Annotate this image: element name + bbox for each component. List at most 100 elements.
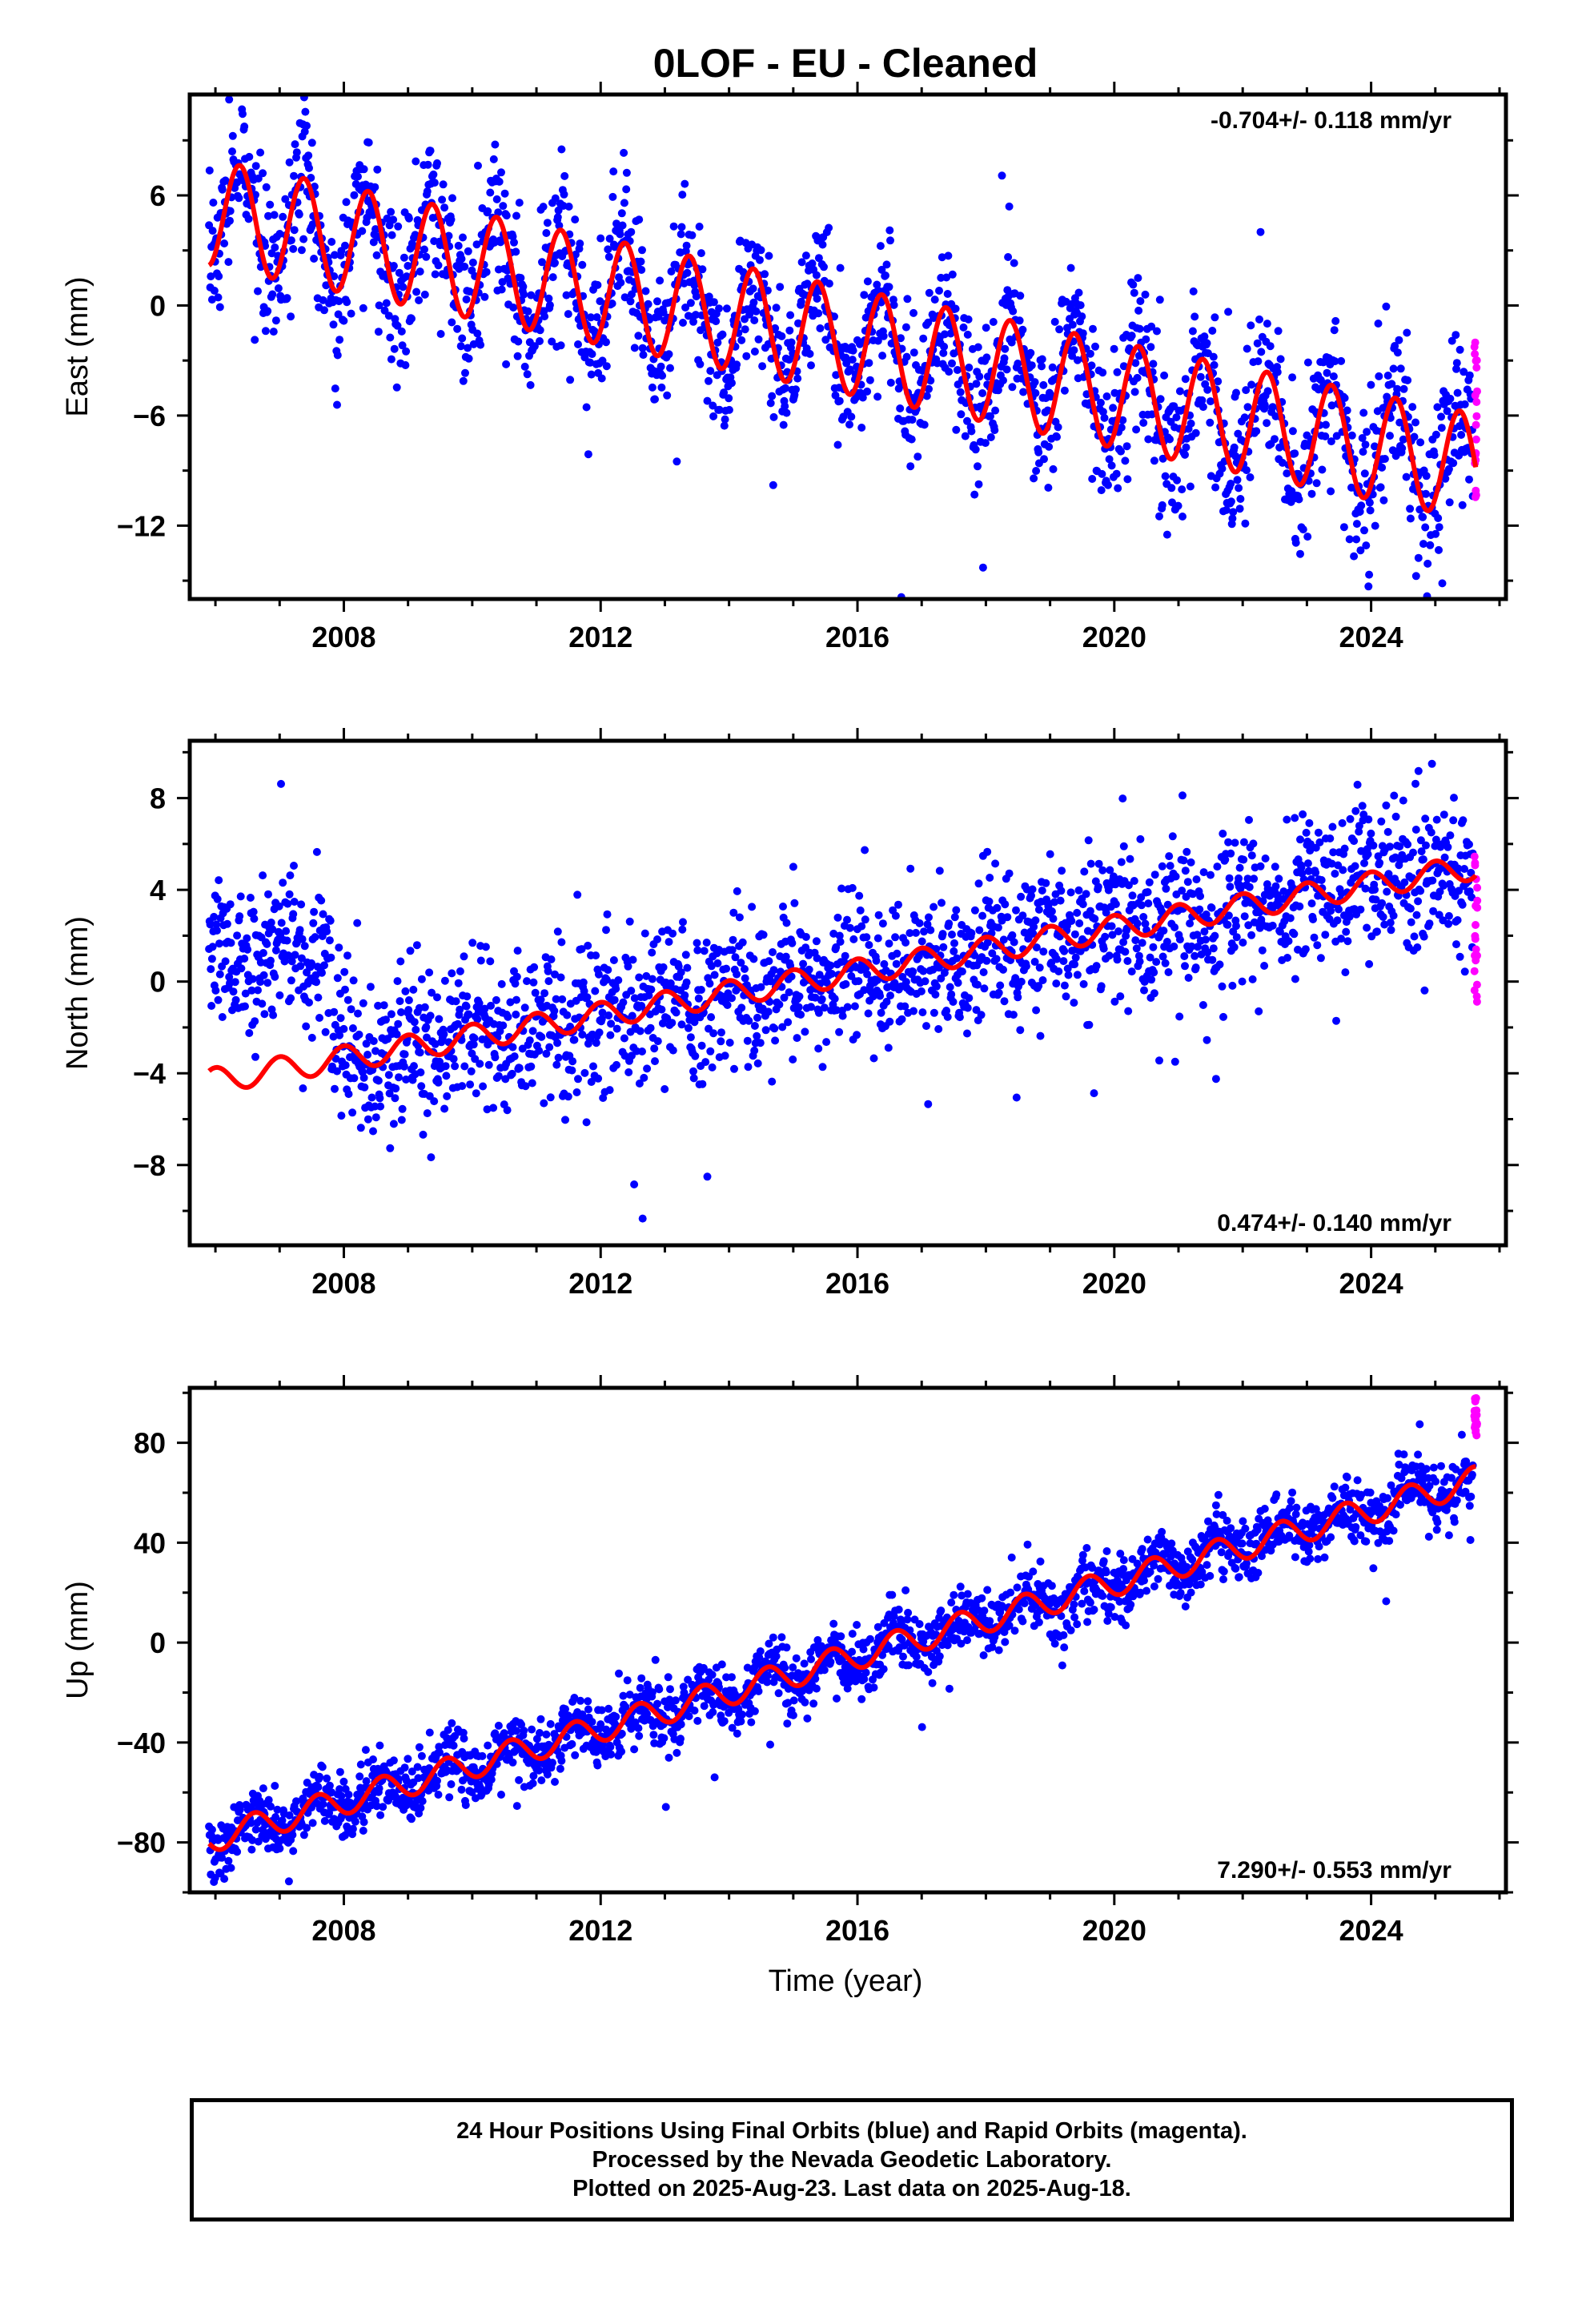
- north-data-point: [1284, 937, 1293, 946]
- north-data-point: [977, 1011, 986, 1019]
- up-data-point: [400, 1763, 409, 1772]
- up-data-point: [207, 1825, 216, 1834]
- east-data-point: [1100, 413, 1109, 422]
- north-data-point: [359, 1073, 368, 1082]
- north-data-point: [689, 1074, 698, 1083]
- up-data-point: [444, 1726, 452, 1735]
- north-data-point: [932, 982, 941, 991]
- north-data-point: [1247, 851, 1256, 860]
- east-data-point: [486, 188, 495, 197]
- north-data-point: [1193, 931, 1202, 939]
- north-data-point: [441, 1062, 450, 1071]
- north-data-point: [1356, 905, 1365, 914]
- north-data-point: [1422, 841, 1430, 850]
- north-data-point: [1060, 947, 1069, 955]
- east-data-point: [390, 344, 399, 353]
- north-data-point: [972, 1006, 981, 1015]
- north-data-point: [561, 1116, 569, 1124]
- north-data-point: [873, 934, 882, 943]
- north-data-point: [1137, 901, 1146, 910]
- up-data-point: [515, 1775, 524, 1784]
- up-data-point: [660, 1734, 669, 1743]
- north-data-point: [434, 1078, 443, 1087]
- east-data-point: [1147, 410, 1156, 419]
- east-x-tick-label: 2016: [825, 621, 889, 653]
- east-y-axis-label: East (mm): [61, 276, 94, 416]
- east-data-point: [1109, 404, 1118, 412]
- north-data-point: [1184, 974, 1193, 982]
- north-data-point: [1016, 1026, 1025, 1035]
- east-data-point: [1196, 372, 1205, 381]
- north-data-point: [1075, 919, 1084, 927]
- north-data-point: [211, 986, 220, 995]
- north-data-point: [681, 951, 690, 959]
- east-data-point: [1218, 464, 1227, 473]
- east-data-point: [666, 364, 674, 372]
- east-data-point: [512, 211, 520, 220]
- north-data-point: [682, 978, 691, 987]
- east-data-point: [557, 145, 566, 154]
- east-data-point: [982, 324, 990, 332]
- up-data-point: [543, 1770, 552, 1779]
- north-data-point: [1094, 883, 1102, 891]
- north-data-point: [638, 1214, 647, 1223]
- north-data-point: [1046, 850, 1054, 858]
- east-data-point: [881, 271, 889, 279]
- north-data-point: [757, 983, 765, 991]
- east-data-point: [831, 391, 840, 400]
- north-data-point: [1150, 870, 1159, 879]
- north-data-point: [1395, 842, 1404, 850]
- east-data-point: [964, 315, 973, 324]
- east-data-point: [948, 270, 957, 279]
- north-data-point: [1225, 874, 1234, 883]
- east-data-point: [771, 324, 780, 332]
- north-data-point: [1187, 942, 1196, 951]
- east-data-point: [712, 317, 721, 326]
- east-data-point: [564, 203, 573, 211]
- east-data-point: [208, 227, 217, 235]
- east-data-point: [1355, 507, 1364, 516]
- east-data-point: [560, 171, 569, 180]
- east-data-point: [339, 316, 348, 325]
- east-data-point: [1132, 425, 1141, 434]
- north-data-point: [1399, 796, 1407, 805]
- east-data-point: [1365, 570, 1374, 579]
- east-data-point: [974, 343, 982, 352]
- east-data-point: [1166, 435, 1174, 444]
- north-data-point: [974, 879, 983, 888]
- north-data-point: [829, 929, 838, 938]
- north-data-point: [1416, 836, 1425, 845]
- north-data-point: [1121, 947, 1130, 956]
- east-data-point: [1198, 396, 1207, 404]
- up-data-point: [570, 1694, 579, 1702]
- north-data-point: [497, 979, 506, 988]
- east-data-point: [1274, 327, 1283, 336]
- east-data-point: [814, 254, 823, 263]
- north-data-point: [864, 1009, 873, 1018]
- north-data-point: [382, 1015, 390, 1024]
- east-data-point: [989, 318, 998, 326]
- up-data-point: [259, 1784, 267, 1793]
- north-data-point: [1307, 899, 1316, 908]
- east-data-point: [1393, 348, 1402, 357]
- up-data-point: [484, 1741, 492, 1750]
- north-data-point: [410, 1062, 418, 1071]
- east-data-point: [1113, 368, 1122, 376]
- north-data-point: [1124, 881, 1133, 890]
- east-data-point: [1027, 361, 1036, 370]
- east-data-point: [673, 457, 681, 466]
- up-data-point: [267, 1802, 275, 1811]
- north-data-point: [568, 1057, 577, 1066]
- north-data-point: [336, 1014, 345, 1023]
- north-data-point: [1361, 884, 1370, 893]
- east-data-point: [705, 376, 713, 385]
- north-data-point: [472, 1089, 480, 1098]
- north-data-point: [374, 1001, 383, 1010]
- north-data-point: [761, 1026, 770, 1035]
- up-data-point: [643, 1710, 652, 1719]
- east-data-point: [1329, 372, 1338, 380]
- east-data-point: [695, 223, 704, 231]
- east-data-point: [1181, 375, 1190, 384]
- north-data-point: [287, 976, 295, 985]
- east-data-point: [1357, 501, 1366, 510]
